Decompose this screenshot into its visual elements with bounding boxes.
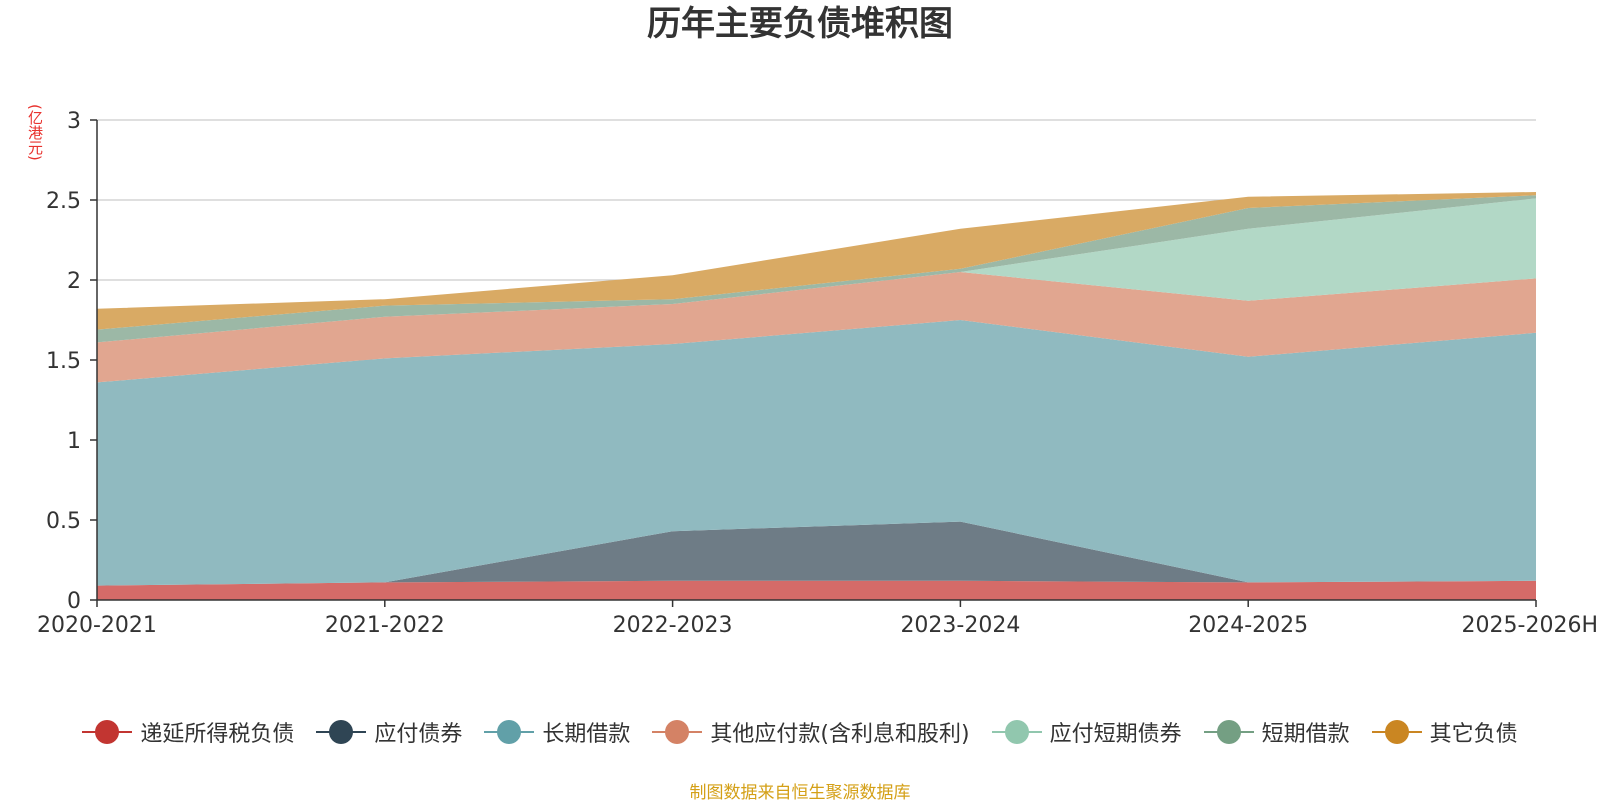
x-tick-label: 2025-2026H (1462, 613, 1598, 638)
chart-title: 历年主要负债堆积图 (647, 4, 953, 44)
area-series-1 (97, 521, 1536, 586)
legend-marker-icon (484, 720, 535, 744)
y-tick-label: 0.5 (46, 509, 81, 534)
legend-marker-icon (316, 720, 367, 744)
legend-marker-icon (991, 720, 1042, 744)
area-series-0 (97, 580, 1536, 600)
x-tick-label: 2021-2022 (325, 613, 445, 638)
y-tick-label: 2 (67, 269, 81, 294)
legend-marker-icon (82, 720, 133, 744)
x-tick-label: 2023-2024 (900, 613, 1020, 638)
legend-label: 其他应付款(含利息和股利) (710, 722, 970, 747)
legend-label: 其它负债 (1429, 722, 1518, 747)
x-tick-label: 2024-2025 (1188, 613, 1308, 638)
legend-label: 递延所得税负债 (140, 722, 295, 747)
y-tick-label: 0 (67, 589, 81, 614)
legend-marker-icon (1371, 720, 1422, 744)
area-series-3 (97, 272, 1536, 383)
legend-label: 应付债券 (374, 722, 463, 747)
y-tick-label: 3 (67, 109, 81, 134)
y-axis-unit: (亿港元) (26, 104, 44, 161)
source-note: 制图数据来自恒生聚源数据库 (689, 783, 911, 803)
legend-item-1[interactable]: 应付债券 (316, 716, 462, 748)
y-tick-label: 1.5 (46, 349, 81, 374)
axes: 0 0.5 1 1.5 2 2.5 3 2020-2021 2021-2022 2022-2023… (37, 109, 1598, 638)
legend-item-2[interactable]: 长期借款 (484, 716, 630, 748)
legend-marker-icon (652, 720, 703, 744)
x-tick-label: 2022-2023 (613, 613, 733, 638)
legend-item-4[interactable]: 应付短期债券 (991, 716, 1182, 748)
legend-item-5[interactable]: 短期借款 (1203, 716, 1350, 748)
area-series-2 (97, 320, 1536, 586)
legend-label: 应付短期债券 (1049, 722, 1182, 747)
area-series-6 (97, 192, 1536, 330)
area-series-4 (97, 198, 1536, 343)
area-chart: 0 0.5 1 1.5 2 2.5 3 2020-2021 2021-2022 2022-2023… (37, 109, 1598, 638)
legend-item-6[interactable]: 其它负债 (1371, 716, 1518, 748)
legend-label: 长期借款 (542, 722, 631, 747)
area-series-5 (97, 195, 1536, 343)
legend-label: 短期借款 (1261, 722, 1350, 747)
y-tick-label: 2.5 (46, 189, 81, 214)
legend: 递延所得税负债 应付债券 长期借款 其他应付款(含利息和股利) 应付短期债券 短期借款 其它… (0, 716, 1600, 748)
x-tick-label: 2020-2021 (37, 613, 157, 638)
legend-item-3[interactable]: 其他应付款(含利息和股利) (652, 716, 970, 748)
series-areas (97, 192, 1536, 600)
legend-marker-icon (1203, 720, 1254, 744)
y-tick-label: 1 (67, 429, 81, 454)
legend-item-0[interactable]: 递延所得税负债 (82, 716, 294, 748)
